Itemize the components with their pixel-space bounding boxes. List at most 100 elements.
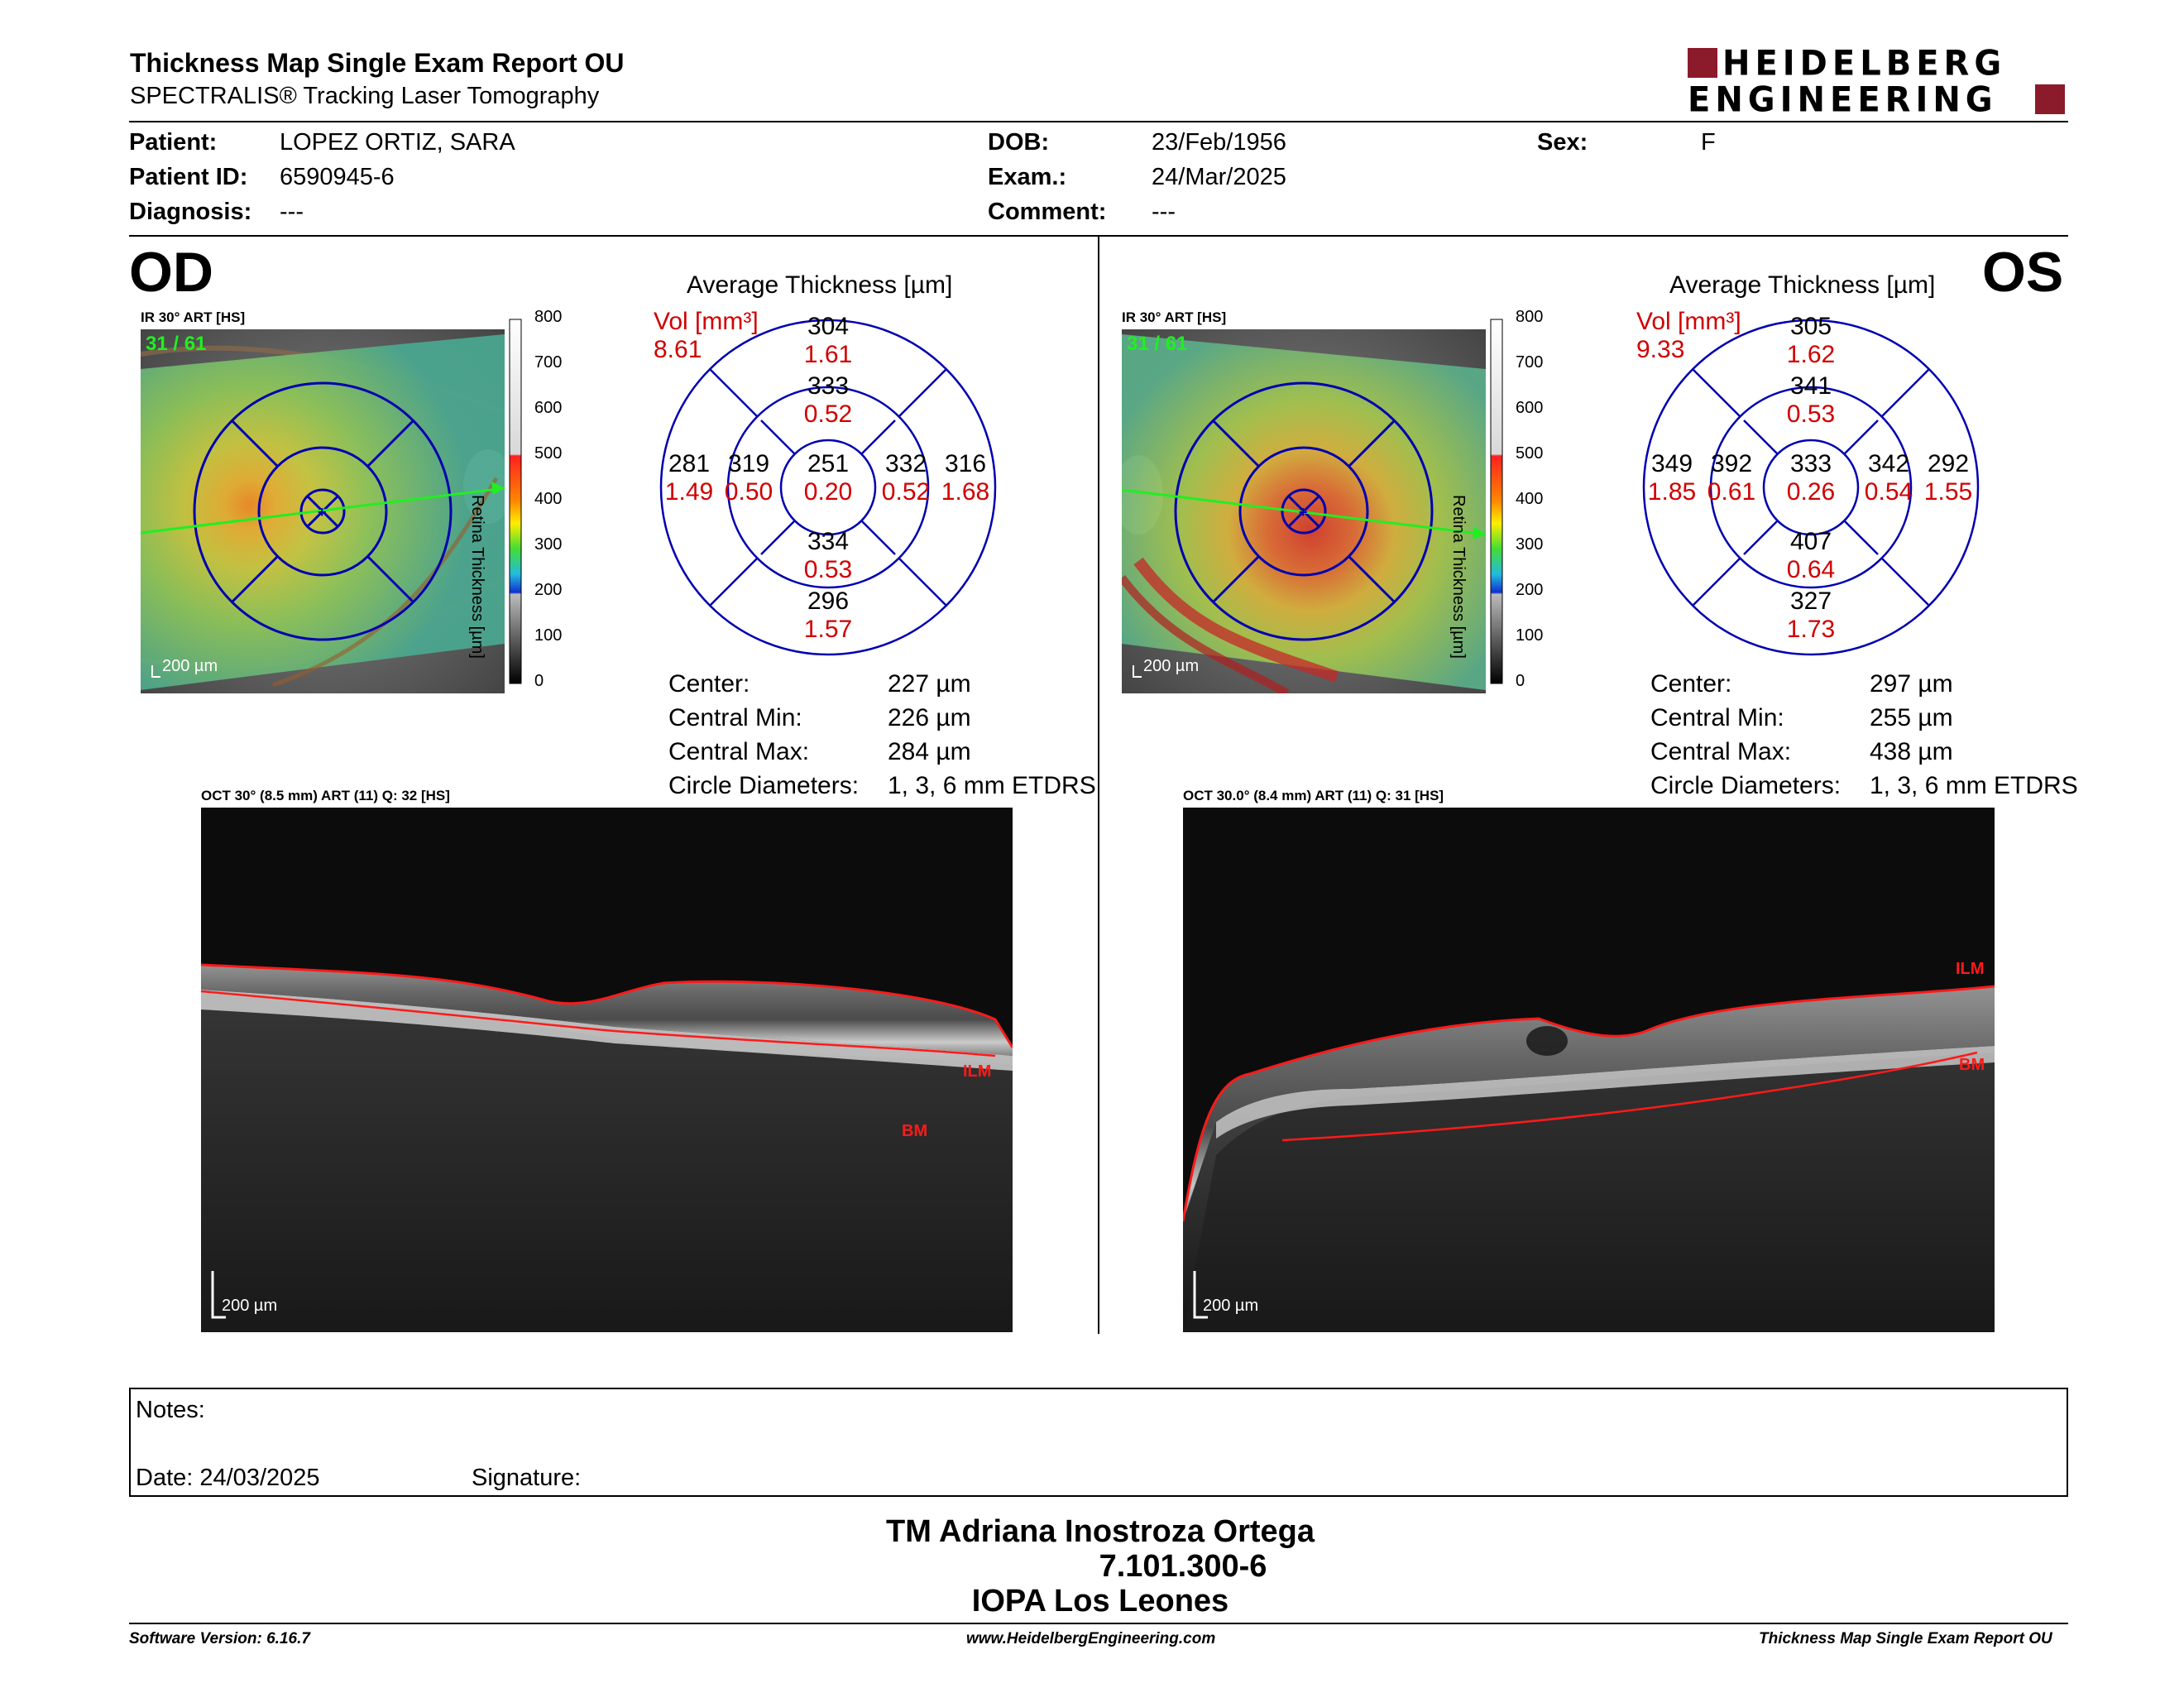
od-circle-diameters-label: Circle Diameters: xyxy=(668,772,860,799)
sex-label: Sex: xyxy=(1537,129,1588,156)
od-ilm-label: ILM xyxy=(963,1062,992,1081)
patient-id: 6590945-6 xyxy=(280,164,395,190)
os-oct-scale-label: 200 µm xyxy=(1203,1297,1259,1315)
os-tick-400: 400 xyxy=(1516,490,1544,508)
report-subtitle: SPECTRALIS® Tracking Laser Tomography xyxy=(130,83,600,109)
exam-label: Exam.: xyxy=(988,164,1067,190)
signature-label: Signature: xyxy=(472,1465,582,1491)
os-tick-500: 500 xyxy=(1516,444,1544,463)
os-colorbar-svg xyxy=(1490,319,1503,684)
od-tick-500: 500 xyxy=(534,444,563,463)
os-bm-label: BM xyxy=(1959,1056,1985,1074)
os-inner-inf-thickness: 407 xyxy=(1789,528,1832,555)
od-inner-left-thickness: 319 xyxy=(727,450,770,477)
os-central-min-value: 255 µm xyxy=(1870,704,1953,731)
signature-id: 7.101.300-6 xyxy=(1099,1549,1267,1584)
os-oct-bscan xyxy=(1183,808,1995,1332)
date-label: Date: 24/03/2025 xyxy=(136,1465,320,1491)
os-colorbar-ticks: 800 700 600 500 400 300 200 100 0 xyxy=(1516,308,1549,697)
os-inner-right-volume: 0.54 xyxy=(1864,478,1913,506)
od-frame-count: 31 / 61 xyxy=(146,333,207,355)
patient-id-label: Patient ID: xyxy=(129,164,248,190)
os-tick-700: 700 xyxy=(1516,353,1544,372)
os-outer-inf-volume: 1.73 xyxy=(1786,616,1836,643)
od-inner-right-thickness: 332 xyxy=(884,450,927,477)
patient-name: LOPEZ ORTIZ, SARA xyxy=(280,129,515,156)
od-outer-sup-thickness: 304 xyxy=(807,313,850,340)
od-oct-svg xyxy=(201,963,1013,1332)
website-link[interactable]: www.HeidelbergEngineering.com xyxy=(966,1630,1216,1647)
logo-line-2: ENGINEERING xyxy=(1688,79,1998,121)
diagnosis-label: Diagnosis: xyxy=(129,199,252,225)
signature-institution: IOPA Los Leones xyxy=(971,1584,1229,1618)
od-tick-300: 300 xyxy=(534,535,563,554)
od-center-thickness: 251 xyxy=(807,450,850,477)
od-average-thickness-title: Average Thickness [µm] xyxy=(687,271,953,299)
od-tick-800: 800 xyxy=(534,308,563,326)
os-outer-right-volume: 1.55 xyxy=(1923,478,1973,506)
od-inner-sup-thickness: 333 xyxy=(807,372,850,400)
os-outer-inf-thickness: 327 xyxy=(1789,587,1832,615)
os-outer-right-thickness: 292 xyxy=(1927,450,1970,477)
od-center-volume: 0.20 xyxy=(803,478,853,506)
svg-text:+: + xyxy=(1299,504,1308,520)
report-title: Thickness Map Single Exam Report OU xyxy=(130,48,625,78)
od-tick-400: 400 xyxy=(534,490,563,508)
os-tick-800: 800 xyxy=(1516,308,1544,326)
od-outer-inf-volume: 1.57 xyxy=(803,616,853,643)
os-etdrs-grid xyxy=(1641,318,1980,657)
footer-report-title: Thickness Map Single Exam Report OU xyxy=(1759,1630,2052,1647)
software-version: Software Version: 6.16.7 xyxy=(129,1630,310,1647)
od-outer-sup-volume: 1.61 xyxy=(803,341,853,368)
od-tick-200: 200 xyxy=(534,581,563,599)
od-colorbar-title: Retina Thickness [µm] xyxy=(468,495,486,659)
os-circle-diameters-label: Circle Diameters: xyxy=(1650,772,1842,799)
od-outer-left-volume: 1.49 xyxy=(664,478,714,506)
os-ir-label: IR 30° ART [HS] xyxy=(1122,309,1227,325)
header-divider xyxy=(129,121,2068,122)
os-colorbar-title: Retina Thickness [µm] xyxy=(1449,495,1468,659)
od-circle-diameters-value: 1, 3, 6 mm ETDRS xyxy=(888,772,1096,799)
od-inner-inf-volume: 0.53 xyxy=(803,556,853,583)
od-central-min-value: 226 µm xyxy=(888,704,971,731)
notes-box xyxy=(129,1388,2068,1497)
os-tick-100: 100 xyxy=(1516,626,1544,645)
od-outer-inf-thickness: 296 xyxy=(807,587,850,615)
os-fundus-image: + xyxy=(1122,329,1486,693)
od-outer-left-thickness: 281 xyxy=(668,450,711,477)
od-etdrs-svg xyxy=(659,319,997,656)
od-fundus-image: + xyxy=(141,329,505,693)
os-central-max-label: Central Max: xyxy=(1650,738,1792,765)
logo-square-bottom xyxy=(2035,84,2065,114)
os-center-value: 297 µm xyxy=(1870,670,1953,698)
signature-name: TM Adriana Inostroza Ortega xyxy=(886,1514,1315,1549)
os-inner-sup-volume: 0.53 xyxy=(1786,400,1836,428)
os-fundus-svg: + xyxy=(1122,329,1486,693)
os-ilm-label: ILM xyxy=(1956,960,1985,978)
od-oct-bscan xyxy=(201,808,1013,1332)
od-colorbar-svg xyxy=(509,319,522,684)
dob-label: DOB: xyxy=(988,129,1050,156)
os-center-volume: 0.26 xyxy=(1786,478,1836,506)
notes-label: Notes: xyxy=(136,1397,205,1423)
od-central-max-label: Central Max: xyxy=(668,738,810,765)
od-etdrs-grid xyxy=(659,318,998,657)
center-divider xyxy=(1098,237,1099,1334)
os-outer-left-volume: 1.85 xyxy=(1647,478,1697,506)
os-oct-label: OCT 30.0° (8.4 mm) ART (11) Q: 31 [HS] xyxy=(1183,788,1444,803)
od-tick-600: 600 xyxy=(534,399,563,417)
od-ir-label: IR 30° ART [HS] xyxy=(141,309,246,325)
od-inner-sup-volume: 0.52 xyxy=(803,400,853,428)
comment-label: Comment: xyxy=(988,199,1107,225)
os-frame-count: 31 / 61 xyxy=(1127,333,1188,355)
od-tick-0: 0 xyxy=(534,672,544,690)
os-outer-sup-volume: 1.62 xyxy=(1786,341,1836,368)
od-inner-inf-thickness: 334 xyxy=(807,528,850,555)
comment: --- xyxy=(1152,199,1176,225)
os-vol-label: Vol [mm³] xyxy=(1636,308,1741,335)
od-scale-label: 200 µm xyxy=(162,657,218,675)
od-fundus-svg: + xyxy=(141,329,505,693)
os-outer-left-thickness: 349 xyxy=(1650,450,1693,477)
od-oct-label: OCT 30° (8.5 mm) ART (11) Q: 32 [HS] xyxy=(201,788,450,803)
od-vol-label: Vol [mm³] xyxy=(654,308,759,335)
